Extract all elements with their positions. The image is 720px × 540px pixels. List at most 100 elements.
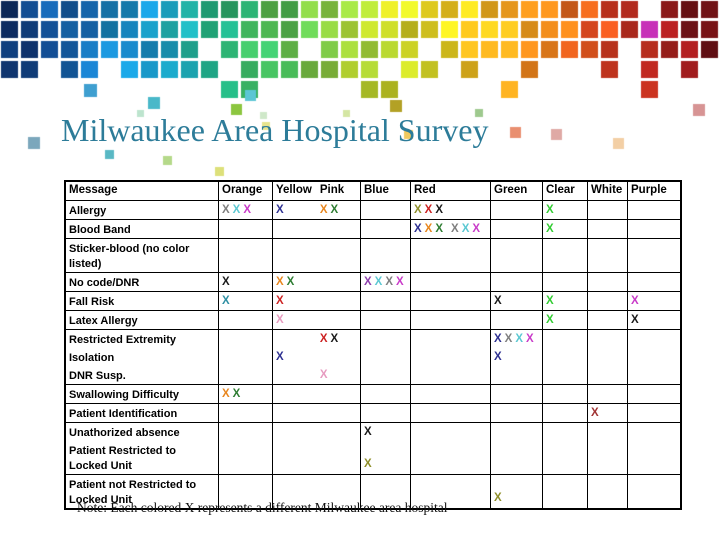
cell-blue: X <box>360 441 410 474</box>
table-row: Patient Restricted to Locked Unit X <box>66 441 680 474</box>
cell-yellow-pink: X <box>272 348 360 366</box>
x-mark: X <box>414 223 422 235</box>
cell-white <box>587 423 627 441</box>
x-mark: X <box>424 204 433 216</box>
message-label: Sticker-blood (no color listed) <box>69 243 190 270</box>
cell-yellow-pink <box>272 441 360 474</box>
cell-orange <box>218 330 272 348</box>
yellow-sub-cell: X <box>273 293 317 309</box>
table-header-group: Message Orange Yellow Pink Blue Red Green Clear… <box>66 182 680 200</box>
cell-purple <box>627 273 680 291</box>
table-row-group: Restricted Extremity X X X X X X Isolation X X DNR… <box>66 329 680 384</box>
cell-blue <box>360 475 410 508</box>
cell-clear <box>542 366 587 384</box>
cell-green <box>490 441 542 474</box>
cell-orange <box>218 220 272 238</box>
x-mark: X <box>276 276 284 288</box>
message-cell: DNR Susp. <box>66 366 218 384</box>
table-row-group: Patient Identification X <box>66 403 680 422</box>
message-cell: Isolation <box>66 348 218 366</box>
x-mark: X <box>546 204 554 216</box>
table-row: Restricted Extremity X X X X X X <box>66 330 680 348</box>
cell-orange <box>218 311 272 329</box>
cell-blue <box>360 404 410 422</box>
cell-green <box>490 423 542 441</box>
yellow-sub-cell: X <box>273 202 317 218</box>
cell-red <box>410 385 490 403</box>
cell-purple <box>627 441 680 474</box>
x-mark: X <box>364 458 372 470</box>
cell-purple <box>627 239 680 272</box>
cell-clear <box>542 330 587 348</box>
x-mark: X <box>504 333 513 345</box>
cell-yellow-pink: X <box>272 311 360 329</box>
table-row: Isolation X X <box>66 348 680 366</box>
cell-white <box>587 366 627 384</box>
table-row-group: Swallowing Difficulty X X <box>66 384 680 403</box>
header-cell-white: White <box>587 182 627 200</box>
cell-white <box>587 292 627 310</box>
cell-clear: X <box>542 311 587 329</box>
x-mark: X <box>494 351 502 363</box>
x-mark: X <box>414 204 422 216</box>
message-label: No code/DNR <box>69 277 140 289</box>
cell-purple <box>627 366 680 384</box>
cell-purple <box>627 423 680 441</box>
cell-purple <box>627 348 680 366</box>
table-row: Blood Band X X X X X X X <box>66 220 680 238</box>
x-mark: X <box>222 276 230 288</box>
x-mark: X <box>472 223 481 235</box>
header-cell-message: Message <box>69 184 118 196</box>
footer-note: Note: Each colored X represents a differ… <box>77 500 448 515</box>
message-cell: Fall Risk <box>66 292 218 310</box>
cell-green: X <box>490 475 542 508</box>
x-mark: X <box>243 204 252 216</box>
cell-purple <box>627 385 680 403</box>
cell-purple: X <box>627 311 680 329</box>
message-label: Patient Identification <box>69 408 178 420</box>
cell-yellow-pink <box>272 385 360 403</box>
cell-clear <box>542 385 587 403</box>
cell-yellow-pink <box>272 220 360 238</box>
message-label: Latex Allergy <box>69 315 138 327</box>
x-mark: X <box>515 333 524 345</box>
x-mark: X <box>435 204 444 216</box>
x-mark: X <box>451 223 459 235</box>
cell-green: X <box>490 292 542 310</box>
header-cell-clear: Clear <box>542 182 587 200</box>
cell-green <box>490 311 542 329</box>
table-row-group: Patient not Restricted to Locked Unit X <box>66 474 680 508</box>
table-row-group: Unathorized absence X Patient Restricted t… <box>66 422 680 474</box>
table-header-row: Message Orange Yellow Pink Blue Red Green Clear… <box>66 182 680 200</box>
cell-orange: X <box>218 292 272 310</box>
cell-orange <box>218 348 272 366</box>
pink-sub-cell: X <box>317 367 366 383</box>
table-row: Sticker-blood (no color listed) <box>66 239 680 272</box>
x-mark: X <box>232 388 241 400</box>
cell-yellow-pink: X <box>272 366 360 384</box>
cell-orange <box>218 423 272 441</box>
cell-green <box>490 201 542 219</box>
message-label: DNR Susp. <box>69 370 126 382</box>
cell-white <box>587 330 627 348</box>
x-mark: X <box>319 369 328 381</box>
x-mark: X <box>330 333 339 345</box>
message-cell: Patient Identification <box>66 404 218 422</box>
x-mark: X <box>631 295 639 307</box>
cell-blue <box>360 385 410 403</box>
cell-white <box>587 239 627 272</box>
cell-white <box>587 475 627 508</box>
cell-orange <box>218 366 272 384</box>
cell-white <box>587 273 627 291</box>
cell-orange <box>218 441 272 474</box>
cell-white <box>587 441 627 474</box>
message-cell: Sticker-blood (no color listed) <box>66 239 218 272</box>
header-pink-label: Pink <box>319 184 345 196</box>
x-mark: X <box>222 388 230 400</box>
cell-blue <box>360 220 410 238</box>
